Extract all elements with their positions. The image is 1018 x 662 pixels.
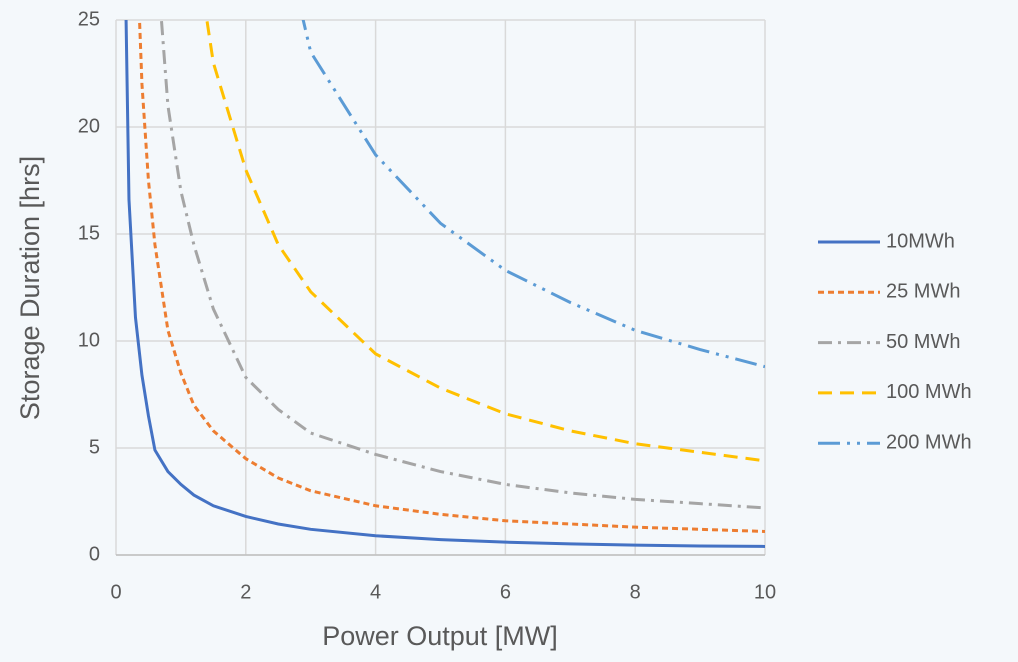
y-axis-title: Storage Duration [hrs]	[15, 156, 45, 420]
x-tick-label: 8	[630, 581, 641, 603]
x-tick-label: 10	[754, 581, 776, 603]
x-axis-title: Power Output [MW]	[322, 621, 558, 651]
line-series	[301, 20, 765, 369]
line-series	[159, 20, 765, 510]
legend-label: 10MWh	[886, 230, 955, 252]
legend-label: 200 MWh	[886, 431, 972, 453]
y-tick-label: 15	[78, 222, 100, 244]
y-tick-label: 5	[89, 436, 100, 458]
x-tick-label: 0	[110, 581, 121, 603]
legend-label: 100 MWh	[886, 381, 972, 403]
legend-label: 25 MWh	[886, 281, 960, 303]
legend-label: 50 MWh	[886, 331, 960, 353]
y-tick-label: 10	[78, 329, 100, 351]
y-tick-label: 0	[89, 543, 100, 565]
line-series	[205, 20, 765, 463]
x-tick-label: 6	[500, 581, 511, 603]
x-tick-label: 4	[370, 581, 381, 603]
y-tick-label: 20	[78, 115, 100, 137]
line-series	[124, 20, 765, 548]
plot-area	[124, 20, 765, 548]
x-tick-label: 2	[240, 581, 251, 603]
line-series	[138, 20, 765, 533]
y-tick-label: 25	[78, 8, 100, 30]
